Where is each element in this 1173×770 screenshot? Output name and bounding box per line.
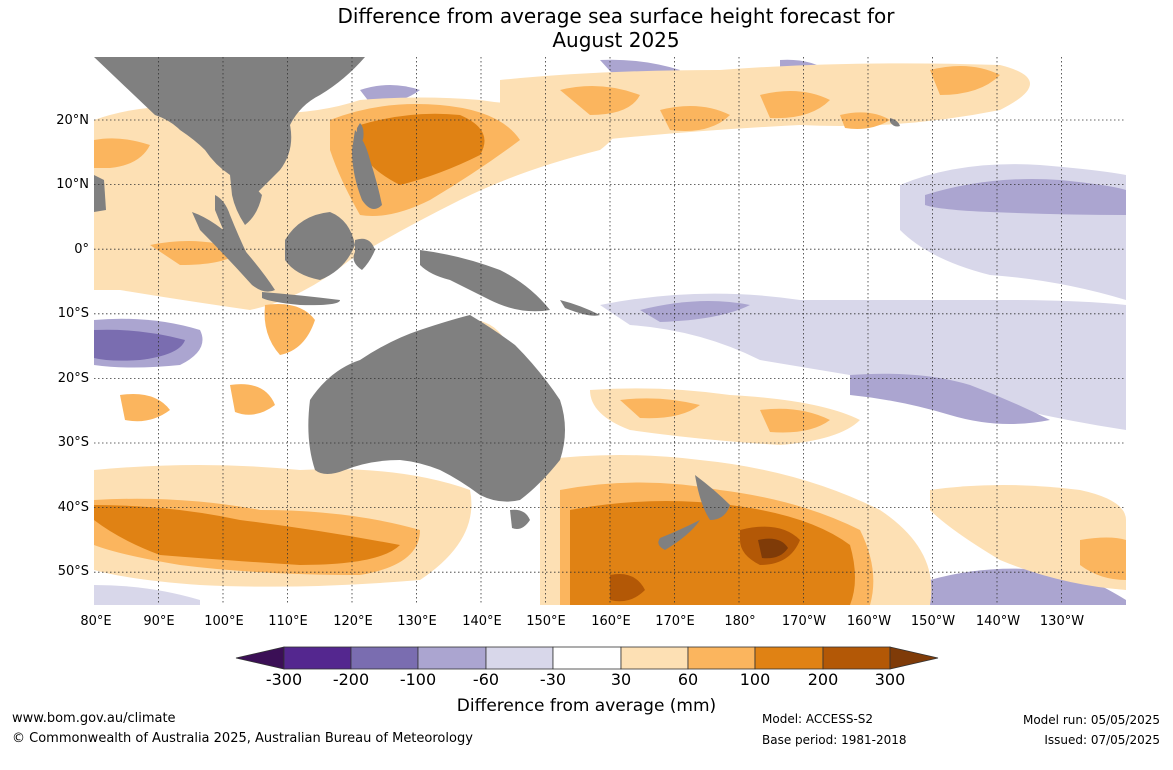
colorbar-label-neg100: -100: [399, 670, 437, 689]
gridlines: [94, 57, 1126, 605]
philippine-sea-low: [360, 85, 420, 104]
subtropical-south-positive-core: [620, 398, 830, 433]
west-australia-positive: [264, 304, 315, 355]
lon-label-90E: 90°E: [143, 614, 175, 629]
sumatra: [192, 212, 275, 292]
lon-label-150W: 150°W: [910, 614, 956, 629]
lon-label-110E: 110°E: [268, 614, 308, 629]
indochina: [230, 175, 262, 225]
lat-label-20N: 20°N: [56, 113, 89, 128]
lat-label-10N: 10°N: [56, 177, 89, 192]
lon-label-130W: 130°W: [1039, 614, 1085, 629]
subtropical-south-pacific-low: [850, 373, 1050, 424]
lat-label-20S: 20°S: [57, 371, 89, 386]
central-pacific-low-core: [925, 179, 1126, 215]
lon-label-130E: 130°E: [397, 614, 437, 629]
colorbar-label-neg300: -300: [265, 670, 303, 689]
malay-peninsula: [215, 195, 250, 262]
website-link[interactable]: www.bom.gov.au/climate: [12, 711, 176, 726]
copyright-text: © Commonwealth of Australia 2025, Austra…: [12, 731, 473, 746]
colorbar-label-pos100: 100: [739, 670, 771, 689]
north-pacific-positive-patches: [560, 66, 1000, 131]
chart-title: Difference from average sea surface heig…: [0, 4, 1173, 52]
colorbar-label-pos200: 200: [807, 670, 839, 689]
model-run-text: Model run: 05/05/2025: [1022, 713, 1160, 727]
colorbar-label-pos60: 60: [677, 670, 699, 689]
lon-label-150E: 150°E: [526, 614, 566, 629]
new-zealand-north: [695, 475, 730, 520]
hawaii: [890, 118, 900, 127]
lon-label-140E: 140°E: [462, 614, 502, 629]
lon-label-120E: 120°E: [333, 614, 373, 629]
colorbar-label-neg60: -60: [472, 670, 500, 689]
lon-label-80E: 80°E: [80, 614, 112, 629]
tasmania: [510, 509, 530, 529]
sea-surface-height-map: [94, 57, 1126, 605]
colorbar-label-pos300: 300: [874, 670, 906, 689]
colorbar-label-neg30: -30: [539, 670, 567, 689]
lon-label-160E: 160°E: [591, 614, 631, 629]
south-indian-positive-patches: [120, 384, 275, 422]
asia-mainland: [94, 57, 365, 195]
negative-anomaly-regions: [94, 59, 1126, 605]
australia: [308, 315, 565, 502]
lat-label-40S: 40°S: [57, 500, 89, 515]
lon-label-180: 180°: [724, 614, 756, 629]
lon-label-170E: 170°E: [655, 614, 695, 629]
taiwan: [356, 123, 364, 140]
land-masses: [94, 57, 900, 550]
tasman-positive-max: [610, 526, 800, 602]
model-text: Model: ACCESS-S2: [762, 712, 874, 726]
lat-label-50S: 50°S: [57, 564, 89, 579]
colorbar-label-pos30: 30: [610, 670, 632, 689]
lon-label-100E: 100°E: [204, 614, 244, 629]
base-period-text: Base period: 1981-2018: [762, 733, 907, 747]
east-pacific-south-positive-core: [1080, 537, 1126, 580]
lon-label-140W: 140°W: [975, 614, 1021, 629]
lat-label-30S: 30°S: [57, 435, 89, 450]
sulawesi: [353, 238, 375, 270]
tasman-positive-extreme: [758, 538, 788, 559]
tasman-positive-core: [570, 501, 855, 605]
title-line-2: August 2025: [552, 28, 680, 52]
philippine-positive-core: [360, 113, 485, 185]
new-guinea: [420, 250, 550, 312]
lon-label-170W: 170°W: [781, 614, 827, 629]
philippines: [352, 130, 382, 209]
south-pacific-low-core: [640, 301, 750, 322]
indian-ocean-low-core: [94, 329, 185, 361]
southern-ocean-low-west: [94, 585, 200, 605]
lon-label-160W: 160°W: [846, 614, 892, 629]
lat-label-10S: 10°S: [57, 306, 89, 321]
issued-text: Issued: 07/05/2025: [1044, 733, 1160, 747]
borneo: [285, 212, 355, 280]
title-line-1: Difference from average sea surface heig…: [337, 4, 895, 28]
new-zealand-south: [658, 520, 700, 550]
southern-indian-positive-inner: [94, 505, 400, 565]
east-pacific-south-positive: [930, 485, 1126, 590]
west-indian-positive: [94, 138, 150, 168]
solomon-islands: [560, 300, 600, 316]
lat-label-0: 0°: [74, 242, 89, 257]
colorbar-title: Difference from average (mm): [456, 696, 717, 716]
colorbar-label-neg200: -200: [332, 670, 370, 689]
java: [262, 292, 340, 306]
